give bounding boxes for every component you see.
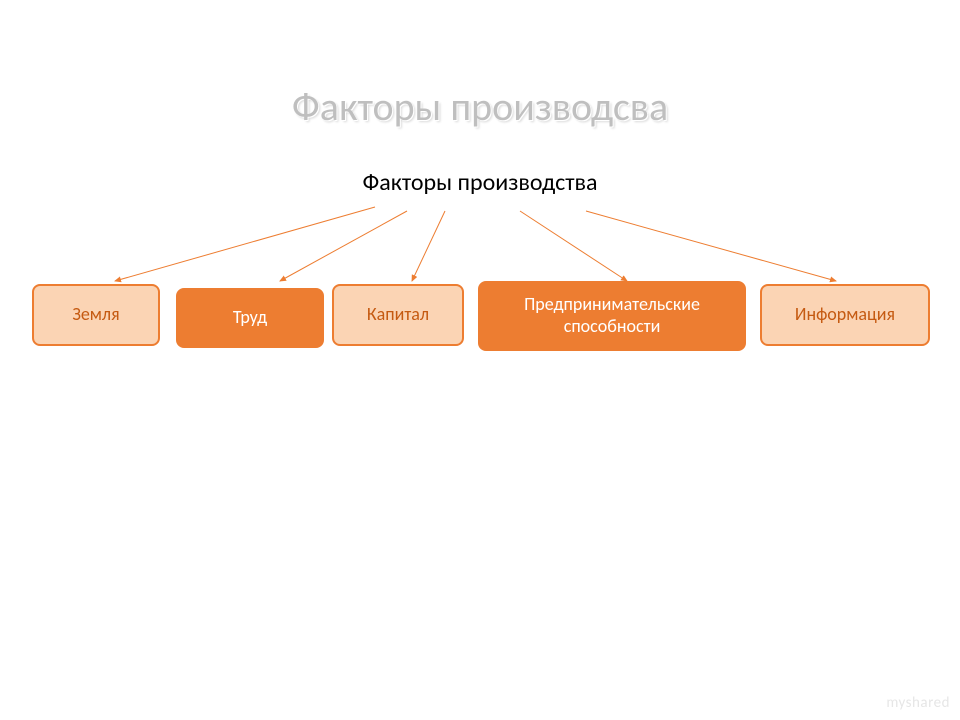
arrow-2 [412, 211, 445, 281]
factor-label: Труд [233, 307, 267, 329]
arrow-1 [280, 211, 407, 281]
factor-box-1: Труд [176, 288, 324, 348]
diagram-root-label: Факторы производства [0, 168, 960, 197]
factor-box-3: Предпринимательские способности [478, 281, 746, 351]
factor-label: Капитал [367, 304, 429, 326]
factor-box-0: Земля [32, 284, 160, 346]
factor-label: Предпринимательские способности [524, 294, 700, 337]
factor-label: Информация [795, 304, 895, 326]
factor-box-4: Информация [760, 284, 930, 346]
factor-label: Земля [72, 304, 119, 326]
arrow-4 [586, 211, 836, 281]
factor-box-2: Капитал [332, 284, 464, 346]
diagram-arrows [0, 195, 960, 295]
arrow-0 [115, 207, 375, 281]
watermark: myshared [886, 694, 950, 712]
slide-title: Факторы производсва [0, 82, 960, 131]
arrow-3 [520, 211, 627, 281]
